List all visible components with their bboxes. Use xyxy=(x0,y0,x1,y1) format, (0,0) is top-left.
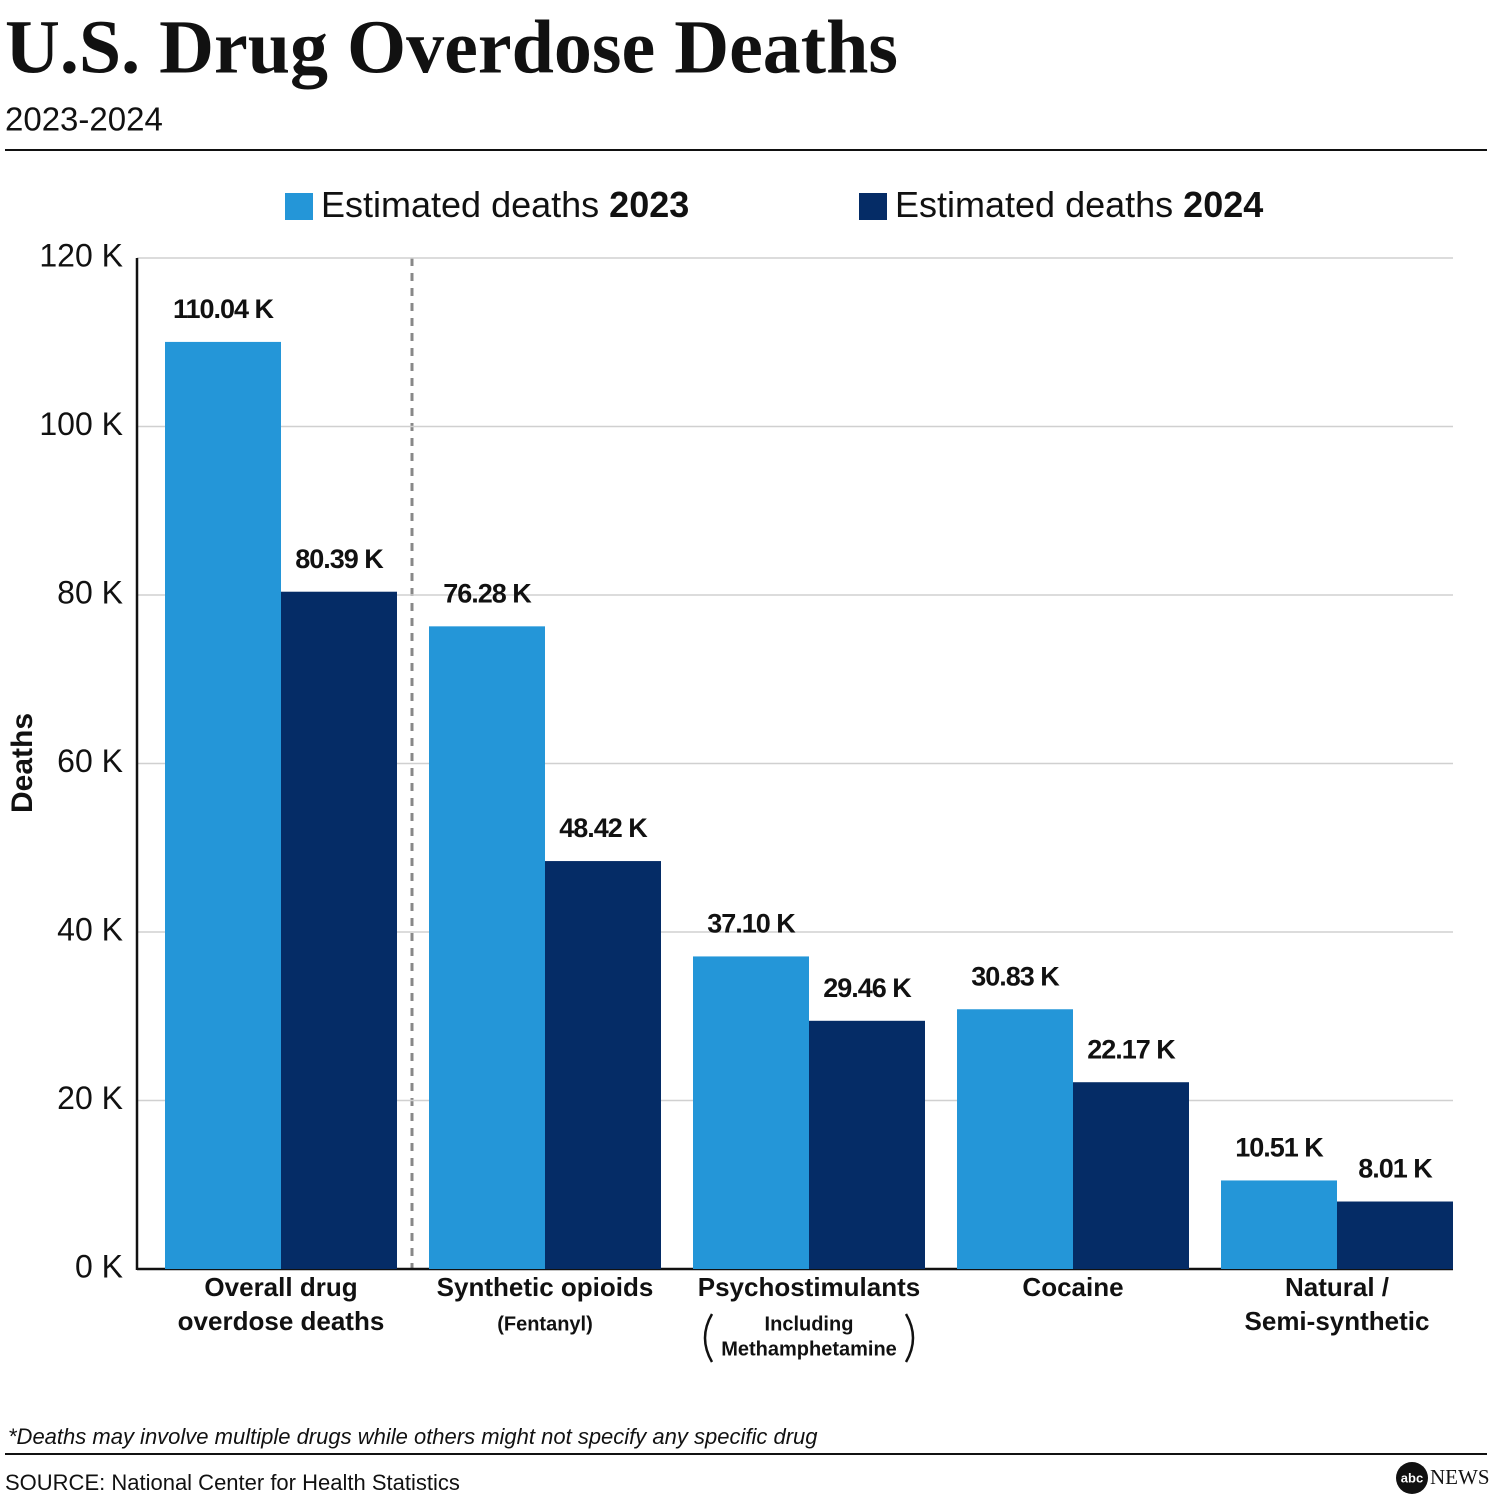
y-tick-label: 100 K xyxy=(39,406,123,442)
bar xyxy=(545,861,661,1269)
x-tick-label: overdose deaths xyxy=(178,1306,385,1336)
y-tick-label: 20 K xyxy=(57,1080,123,1116)
value-label: 110.04 K xyxy=(173,294,275,324)
bar xyxy=(281,591,397,1269)
bar xyxy=(1337,1201,1453,1269)
value-label: 22.17 K xyxy=(1087,1034,1176,1064)
value-label: 30.83 K xyxy=(971,961,1060,991)
value-label: 29.46 K xyxy=(823,973,912,1003)
x-tick-note: (Fentanyl) xyxy=(497,1313,593,1335)
y-tick-label: 0 K xyxy=(75,1248,123,1284)
x-tick-label: Overall drug xyxy=(204,1272,357,1302)
bar xyxy=(693,956,809,1269)
chart-title: U.S. Drug Overdose Deaths xyxy=(5,5,898,89)
legend-label: Estimated deaths 2023 xyxy=(321,184,689,225)
x-tick-label: Synthetic opioids xyxy=(437,1272,654,1302)
value-label: 76.28 K xyxy=(443,578,532,608)
y-tick-label: 40 K xyxy=(57,911,123,947)
chart-subtitle: 2023-2024 xyxy=(5,101,163,138)
bar xyxy=(429,626,545,1269)
legend-swatch xyxy=(285,193,313,220)
legend-swatch xyxy=(859,193,887,220)
legend-label: Estimated deaths 2024 xyxy=(895,184,1263,225)
x-tick-label: Natural / xyxy=(1285,1272,1389,1302)
logo-circle xyxy=(1396,1462,1428,1494)
x-tick-note: Including xyxy=(765,1313,854,1335)
y-tick-label: 60 K xyxy=(57,743,123,779)
value-label: 48.42 K xyxy=(559,813,648,843)
logo-mark: abc xyxy=(1401,1470,1423,1485)
x-tick-label: Semi-synthetic xyxy=(1245,1306,1430,1336)
logo-name: NEWS xyxy=(1430,1465,1490,1489)
bar xyxy=(1221,1180,1337,1269)
paren-right xyxy=(904,1313,915,1363)
x-tick-note: Methamphetamine xyxy=(721,1338,897,1360)
bar xyxy=(1073,1082,1189,1269)
value-label: 10.51 K xyxy=(1235,1133,1324,1163)
y-axis-label: Deaths xyxy=(6,713,39,813)
y-tick-label: 80 K xyxy=(57,574,123,610)
value-label: 37.10 K xyxy=(707,909,796,939)
source: SOURCE: National Center for Health Stati… xyxy=(5,1470,460,1495)
value-label: 80.39 K xyxy=(295,544,384,574)
footnote: *Deaths may involve multiple drugs while… xyxy=(8,1424,818,1449)
x-tick-label: Cocaine xyxy=(1022,1272,1123,1302)
bar xyxy=(165,341,281,1270)
bar xyxy=(957,1009,1073,1269)
value-label: 8.01 K xyxy=(1358,1154,1433,1184)
y-tick-label: 120 K xyxy=(39,237,123,273)
x-tick-label: Psychostimulants xyxy=(698,1272,921,1302)
bar xyxy=(809,1020,925,1269)
paren-left xyxy=(703,1313,714,1363)
